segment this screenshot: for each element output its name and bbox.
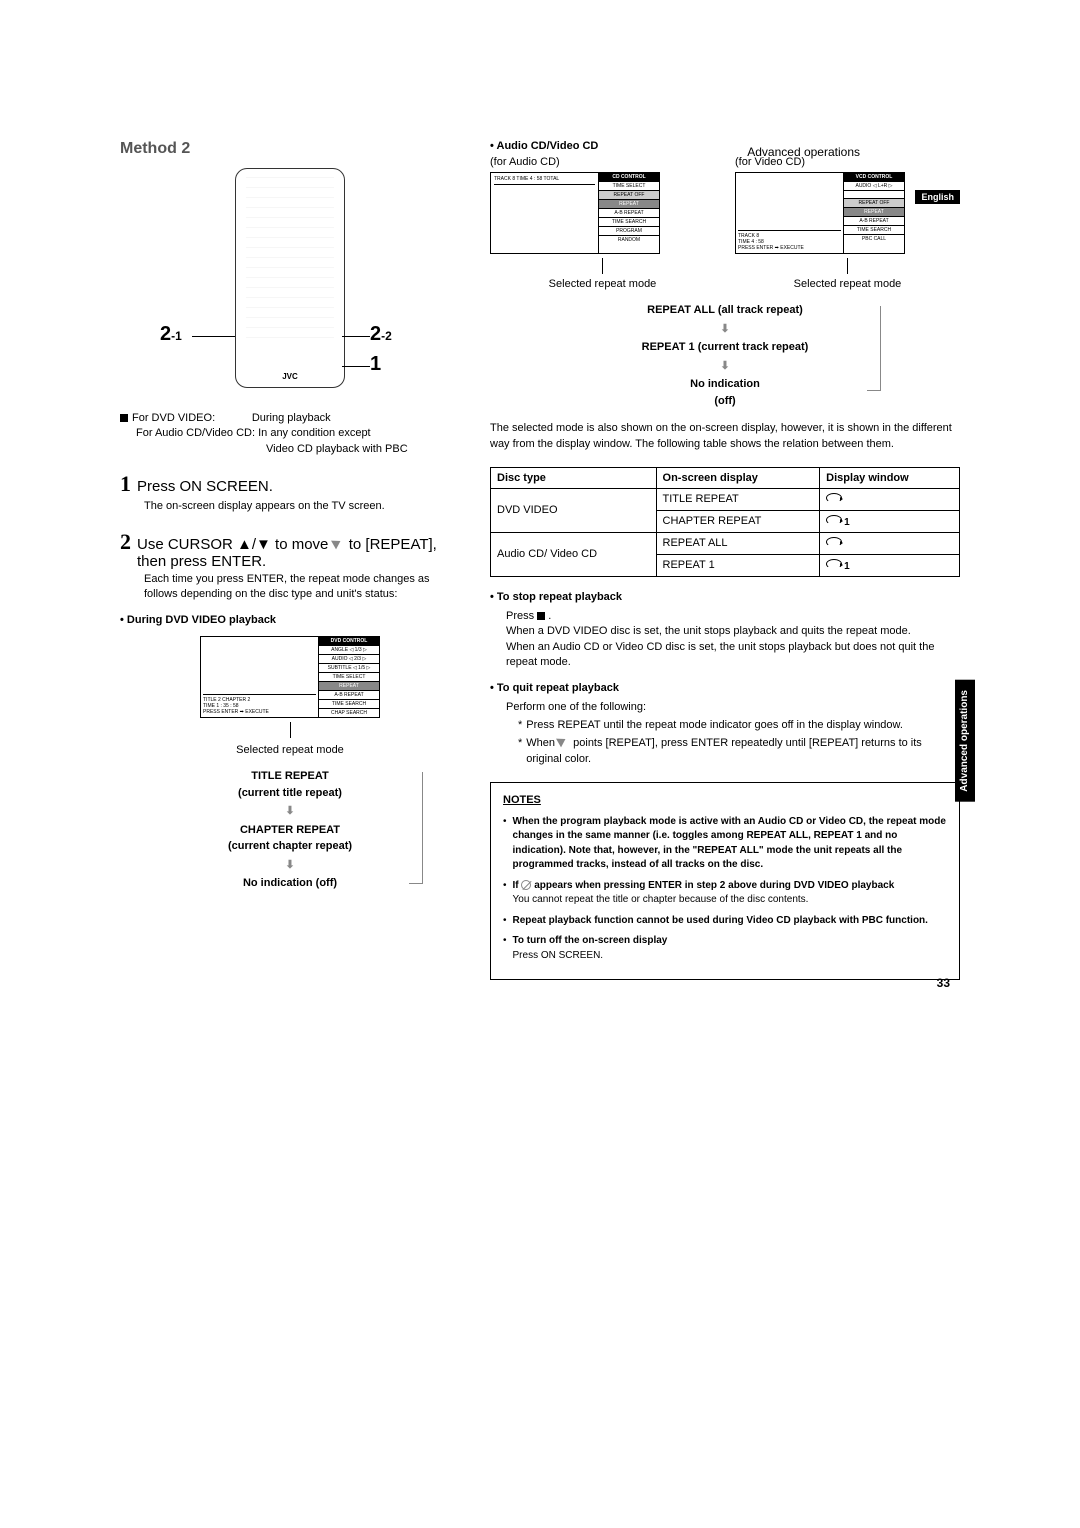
step-number: 2 — [120, 529, 131, 555]
arrow-down-icon — [602, 258, 603, 274]
audio-cd-label: (for Audio CD) — [490, 156, 715, 168]
display-table: Disc type On-screen display Display wind… — [490, 467, 960, 577]
arrow-down-icon: ⬇ — [575, 321, 875, 338]
osd-left-panel: TITLE 2 CHAPTER 2 TIME 1 : 35 : 58 PRESS… — [201, 637, 319, 717]
osd-menu: CD CONTROL TIME SELECT REPEAT OFF REPEAT… — [599, 173, 659, 253]
language-badge: English — [915, 190, 960, 204]
table-row: Audio CD/ Video CD REPEAT ALL — [491, 532, 960, 554]
repeat-icon — [826, 537, 842, 547]
osd-left-panel: TRACK 8 TIME 4 : 58 PRESS ENTER ➡ EXECUT… — [736, 173, 844, 253]
table-header: Display window — [820, 467, 960, 488]
callout-line — [342, 336, 370, 337]
stop-icon — [537, 612, 545, 620]
mode-explanation: The selected mode is also shown on the o… — [490, 421, 960, 453]
page-number: 33 — [937, 976, 950, 990]
notes-title: NOTES — [503, 793, 947, 809]
square-bullet-icon — [120, 414, 128, 422]
cd-osd-row: (for Audio CD) TRACK 8 TIME 4 : 58 TOTAL… — [490, 156, 960, 290]
osd-menu: VCD CONTROL AUDIO ◁ L+R ▷ REPEAT OFF REP… — [844, 173, 904, 253]
step-number: 1 — [120, 471, 131, 497]
step-1-desc: The on-screen display appears on the TV … — [144, 499, 460, 514]
cd-heading: • Audio CD/Video CD — [490, 140, 960, 152]
osd-left-panel: TRACK 8 TIME 4 : 58 TOTAL — [491, 173, 599, 253]
arrow-down-icon: ⬇ — [165, 803, 415, 820]
playback-conditions: For DVD VIDEO: During playback For Audio… — [120, 411, 460, 457]
quit-repeat-section: • To quit repeat playback Perform one of… — [490, 682, 960, 767]
table-header: On-screen display — [656, 467, 820, 488]
method-title: Method 2 — [120, 140, 460, 158]
cursor-hand-icon — [558, 736, 570, 750]
osd-dvd: TITLE 2 CHAPTER 2 TIME 1 : 35 : 58 PRESS… — [200, 636, 380, 718]
dvd-playback-heading: • During DVD VIDEO playback — [120, 614, 460, 626]
callout-1: 1 — [370, 353, 381, 376]
remote-illustration: 2-1 JVC 2-2 1 — [120, 168, 460, 391]
callout-line — [342, 366, 370, 367]
step-text: Press ON SCREEN. — [137, 478, 273, 495]
osd-audio-cd: TRACK 8 TIME 4 : 58 TOTAL CD CONTROL TIM… — [490, 172, 660, 254]
asterisk-icon: * — [518, 736, 522, 768]
osd-video-cd: TRACK 8 TIME 4 : 58 PRESS ENTER ➡ EXECUT… — [735, 172, 905, 254]
loop-line — [409, 772, 423, 884]
table-header: Disc type — [491, 467, 657, 488]
cursor-hand-icon — [333, 538, 345, 552]
dvd-repeat-flow: TITLE REPEAT (current title repeat) ⬇ CH… — [165, 768, 415, 892]
cd-repeat-flow: REPEAT ALL (all track repeat) ⬇ REPEAT 1… — [575, 302, 875, 409]
arrow-down-icon: ⬇ — [165, 857, 415, 874]
right-column: • Audio CD/Video CD (for Audio CD) TRACK… — [490, 140, 960, 980]
repeat-icon — [826, 515, 842, 525]
remote-icon: JVC — [235, 168, 345, 388]
stop-repeat-section: • To stop repeat playback Press . When a… — [490, 591, 960, 671]
prohibit-icon — [521, 880, 531, 890]
step-1: 1 Press ON SCREEN. — [120, 471, 460, 497]
left-column: Method 2 2-1 JVC 2-2 1 For DVD VIDEO: D — [120, 140, 460, 980]
osd-caption: Selected repeat mode — [490, 278, 715, 290]
repeat-icon — [826, 559, 842, 569]
callout-2-2: 2-2 — [370, 323, 392, 346]
step-2: 2 Use CURSOR ▲/▼ to move to [REPEAT], th… — [120, 529, 460, 570]
side-tab: Advanced operations — [955, 680, 975, 802]
manual-page: Advanced operations English Advanced ope… — [0, 0, 1080, 1040]
step-2-desc: Each time you press ENTER, the repeat mo… — [144, 572, 460, 603]
header-section: Advanced operations — [747, 145, 860, 159]
osd-caption: Selected repeat mode — [735, 278, 960, 290]
osd-caption: Selected repeat mode — [120, 744, 460, 756]
arrow-down-icon — [290, 722, 291, 738]
remote-brand: JVC — [236, 372, 344, 381]
loop-line — [867, 306, 881, 391]
notes-box: NOTES •When the program playback mode is… — [490, 782, 960, 980]
asterisk-icon: * — [518, 718, 522, 734]
repeat-icon — [826, 493, 842, 503]
callout-line — [192, 336, 240, 337]
arrow-down-icon: ⬇ — [575, 358, 875, 375]
callout-2-1: 2-1 — [160, 323, 182, 346]
step-text: Use CURSOR ▲/▼ to move to [REPEAT], then… — [137, 536, 460, 570]
table-row: DVD VIDEO TITLE REPEAT — [491, 488, 960, 510]
osd-menu: DVD CONTROL ANGLE ◁ 1/3 ▷ AUDIO ◁ 2/3 ▷ … — [319, 637, 379, 717]
arrow-down-icon — [847, 258, 848, 274]
